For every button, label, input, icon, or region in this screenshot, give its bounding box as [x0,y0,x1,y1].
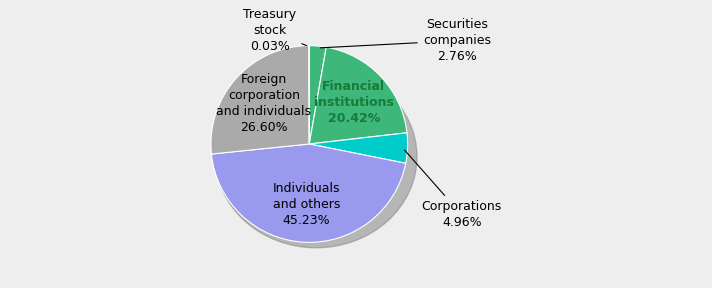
Text: Foreign
corporation
and individuals
26.60%: Foreign corporation and individuals 26.6… [216,73,311,134]
Text: Securities
companies
2.76%: Securities companies 2.76% [320,18,491,63]
Wedge shape [309,46,326,144]
Wedge shape [309,47,407,144]
Text: Treasury
stock
0.03%: Treasury stock 0.03% [244,8,307,53]
Wedge shape [309,133,408,163]
Ellipse shape [215,66,417,248]
Wedge shape [211,46,309,154]
Text: Corporations
4.96%: Corporations 4.96% [404,150,502,229]
Text: Financial
institutions
20.42%: Financial institutions 20.42% [314,80,394,125]
Text: Individuals
and others
45.23%: Individuals and others 45.23% [273,182,340,228]
Wedge shape [211,144,406,242]
